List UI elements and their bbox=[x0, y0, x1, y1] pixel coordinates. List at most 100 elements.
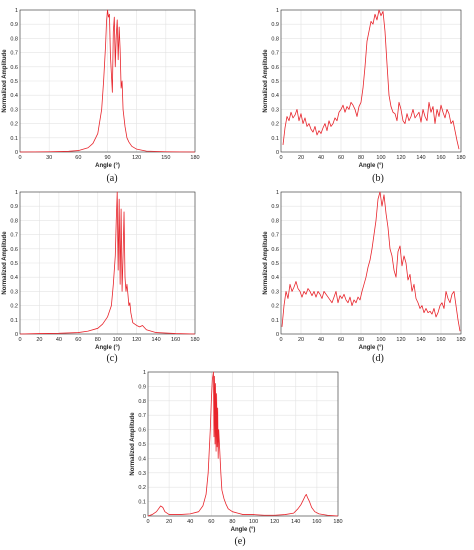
y-tick-label: 0.2 bbox=[138, 485, 146, 491]
series-line bbox=[19, 191, 196, 335]
y-axis-label: Normalized Amplitude bbox=[130, 412, 136, 476]
y-tick-label: 0.2 bbox=[10, 122, 18, 128]
y-tick-label: 0.1 bbox=[138, 500, 146, 506]
x-tick-label: 60 bbox=[75, 155, 81, 161]
x-tick-label: 20 bbox=[298, 337, 304, 343]
x-tick-label: 20 bbox=[298, 155, 304, 161]
x-tick-label: 80 bbox=[229, 519, 235, 525]
y-tick-label: 1 bbox=[276, 8, 279, 14]
y-tick-label: 0.9 bbox=[271, 22, 279, 28]
y-tick-label: 0.9 bbox=[10, 204, 18, 210]
x-tick-label: 140 bbox=[416, 337, 425, 343]
x-tick-label: 40 bbox=[318, 337, 324, 343]
y-tick-label: 0.2 bbox=[271, 304, 279, 310]
x-tick-label: 160 bbox=[436, 155, 445, 161]
x-tick-label: 160 bbox=[436, 337, 445, 343]
y-tick-label: 0.5 bbox=[10, 261, 18, 267]
chart-panel-5: 0 20 40 60 80 100 120 140 160 180 0 0.1 0.2 0.3 0.4 0.5… bbox=[130, 370, 343, 547]
x-axis-label: Angle (°) bbox=[95, 345, 120, 351]
x-tick-label: 120 bbox=[132, 155, 141, 161]
panel-label: (d) bbox=[372, 353, 384, 364]
x-tick-label: 140 bbox=[416, 155, 425, 161]
x-tick-label: 60 bbox=[338, 337, 344, 343]
x-tick-label: 20 bbox=[166, 519, 172, 525]
y-tick-label: 0.1 bbox=[10, 136, 18, 142]
axes-frame bbox=[147, 371, 339, 517]
y-tick-label: 0.4 bbox=[271, 275, 279, 281]
y-tick-label: 0.1 bbox=[271, 318, 279, 324]
y-axis-label: Normalized Amplitude bbox=[263, 49, 269, 113]
y-tick-label: 0.3 bbox=[271, 289, 279, 295]
y-tick-label: 0.3 bbox=[271, 107, 279, 113]
x-tick-label: 180 bbox=[456, 155, 465, 161]
y-tick-label: 0 bbox=[276, 332, 279, 338]
x-tick-label: 100 bbox=[113, 337, 122, 343]
y-tick-label: 0.5 bbox=[10, 79, 18, 85]
y-tick-label: 0.4 bbox=[138, 456, 146, 462]
x-axis-label: Angle (°) bbox=[95, 163, 120, 169]
panel-label: (b) bbox=[372, 173, 384, 184]
x-tick-label: 0 bbox=[279, 155, 282, 161]
y-tick-label: 0.5 bbox=[138, 442, 146, 448]
y-tick-label: 0.6 bbox=[271, 65, 279, 71]
x-tick-label: 40 bbox=[56, 337, 62, 343]
panel-label: (e) bbox=[234, 536, 245, 547]
y-tick-label: 1 bbox=[276, 190, 279, 196]
x-tick-label: 120 bbox=[270, 519, 279, 525]
x-tick-label: 100 bbox=[376, 337, 385, 343]
y-tick-label: 0.9 bbox=[138, 384, 146, 390]
y-tick-label: 0.9 bbox=[271, 204, 279, 210]
chart-panel-2: 0 20 40 60 80 100 120 140 160 180 0 0.1 0.2 0.3 0.4 0.5… bbox=[263, 8, 466, 184]
y-tick-label: 0.2 bbox=[271, 122, 279, 128]
x-tick-label: 180 bbox=[190, 155, 199, 161]
y-tick-label: 0.1 bbox=[10, 318, 18, 324]
y-tick-label: 0.6 bbox=[10, 65, 18, 71]
chart-panel-3: 0 20 40 60 80 100 120 140 160 180 0 0.1 0.2 0.3 0.4 0.5… bbox=[2, 190, 200, 364]
x-tick-label: 60 bbox=[208, 519, 214, 525]
x-tick-label: 60 bbox=[338, 155, 344, 161]
series-line bbox=[281, 191, 461, 332]
y-tick-label: 1 bbox=[15, 8, 18, 14]
y-tick-label: 0.7 bbox=[138, 413, 146, 419]
y-tick-label: 0.8 bbox=[271, 36, 279, 42]
x-tick-label: 80 bbox=[358, 155, 364, 161]
panel-label: (c) bbox=[106, 353, 117, 364]
y-tick-label: 0.3 bbox=[138, 471, 146, 477]
x-tick-label: 180 bbox=[190, 337, 199, 343]
x-tick-label: 80 bbox=[358, 337, 364, 343]
y-tick-label: 0 bbox=[276, 150, 279, 156]
y-tick-label: 0 bbox=[143, 514, 146, 520]
y-tick-label: 0.4 bbox=[10, 93, 18, 99]
x-tick-label: 30 bbox=[46, 155, 52, 161]
x-tick-label: 150 bbox=[161, 155, 170, 161]
axes-frame bbox=[280, 191, 462, 335]
x-tick-label: 0 bbox=[146, 519, 149, 525]
x-tick-label: 0 bbox=[279, 337, 282, 343]
y-tick-label: 1 bbox=[15, 190, 18, 196]
y-tick-label: 0.8 bbox=[10, 36, 18, 42]
axes-frame bbox=[19, 191, 196, 335]
x-tick-label: 120 bbox=[396, 155, 405, 161]
y-tick-label: 0.5 bbox=[271, 261, 279, 267]
series-line bbox=[19, 9, 196, 153]
y-tick-label: 0.8 bbox=[138, 399, 146, 405]
x-tick-label: 160 bbox=[312, 519, 321, 525]
chart-panel-4: 0 20 40 60 80 100 120 140 160 180 0 0.1 0.2 0.3 0.4 0.5… bbox=[263, 190, 466, 364]
y-tick-label: 0.8 bbox=[271, 218, 279, 224]
x-tick-label: 100 bbox=[376, 155, 385, 161]
y-tick-label: 0.6 bbox=[138, 428, 146, 434]
x-tick-label: 90 bbox=[104, 155, 110, 161]
x-tick-label: 40 bbox=[318, 155, 324, 161]
x-tick-label: 180 bbox=[333, 519, 342, 525]
x-axis-label: Angle (°) bbox=[359, 345, 384, 351]
panel-label: (a) bbox=[106, 173, 117, 184]
x-tick-label: 120 bbox=[396, 337, 405, 343]
x-tick-label: 140 bbox=[291, 519, 300, 525]
y-tick-label: 0.6 bbox=[10, 247, 18, 253]
y-tick-label: 0.6 bbox=[271, 247, 279, 253]
x-tick-label: 180 bbox=[456, 337, 465, 343]
y-tick-label: 0.2 bbox=[10, 304, 18, 310]
x-tick-label: 0 bbox=[18, 337, 21, 343]
y-axis-label: Normalized Amplitude bbox=[2, 231, 8, 295]
